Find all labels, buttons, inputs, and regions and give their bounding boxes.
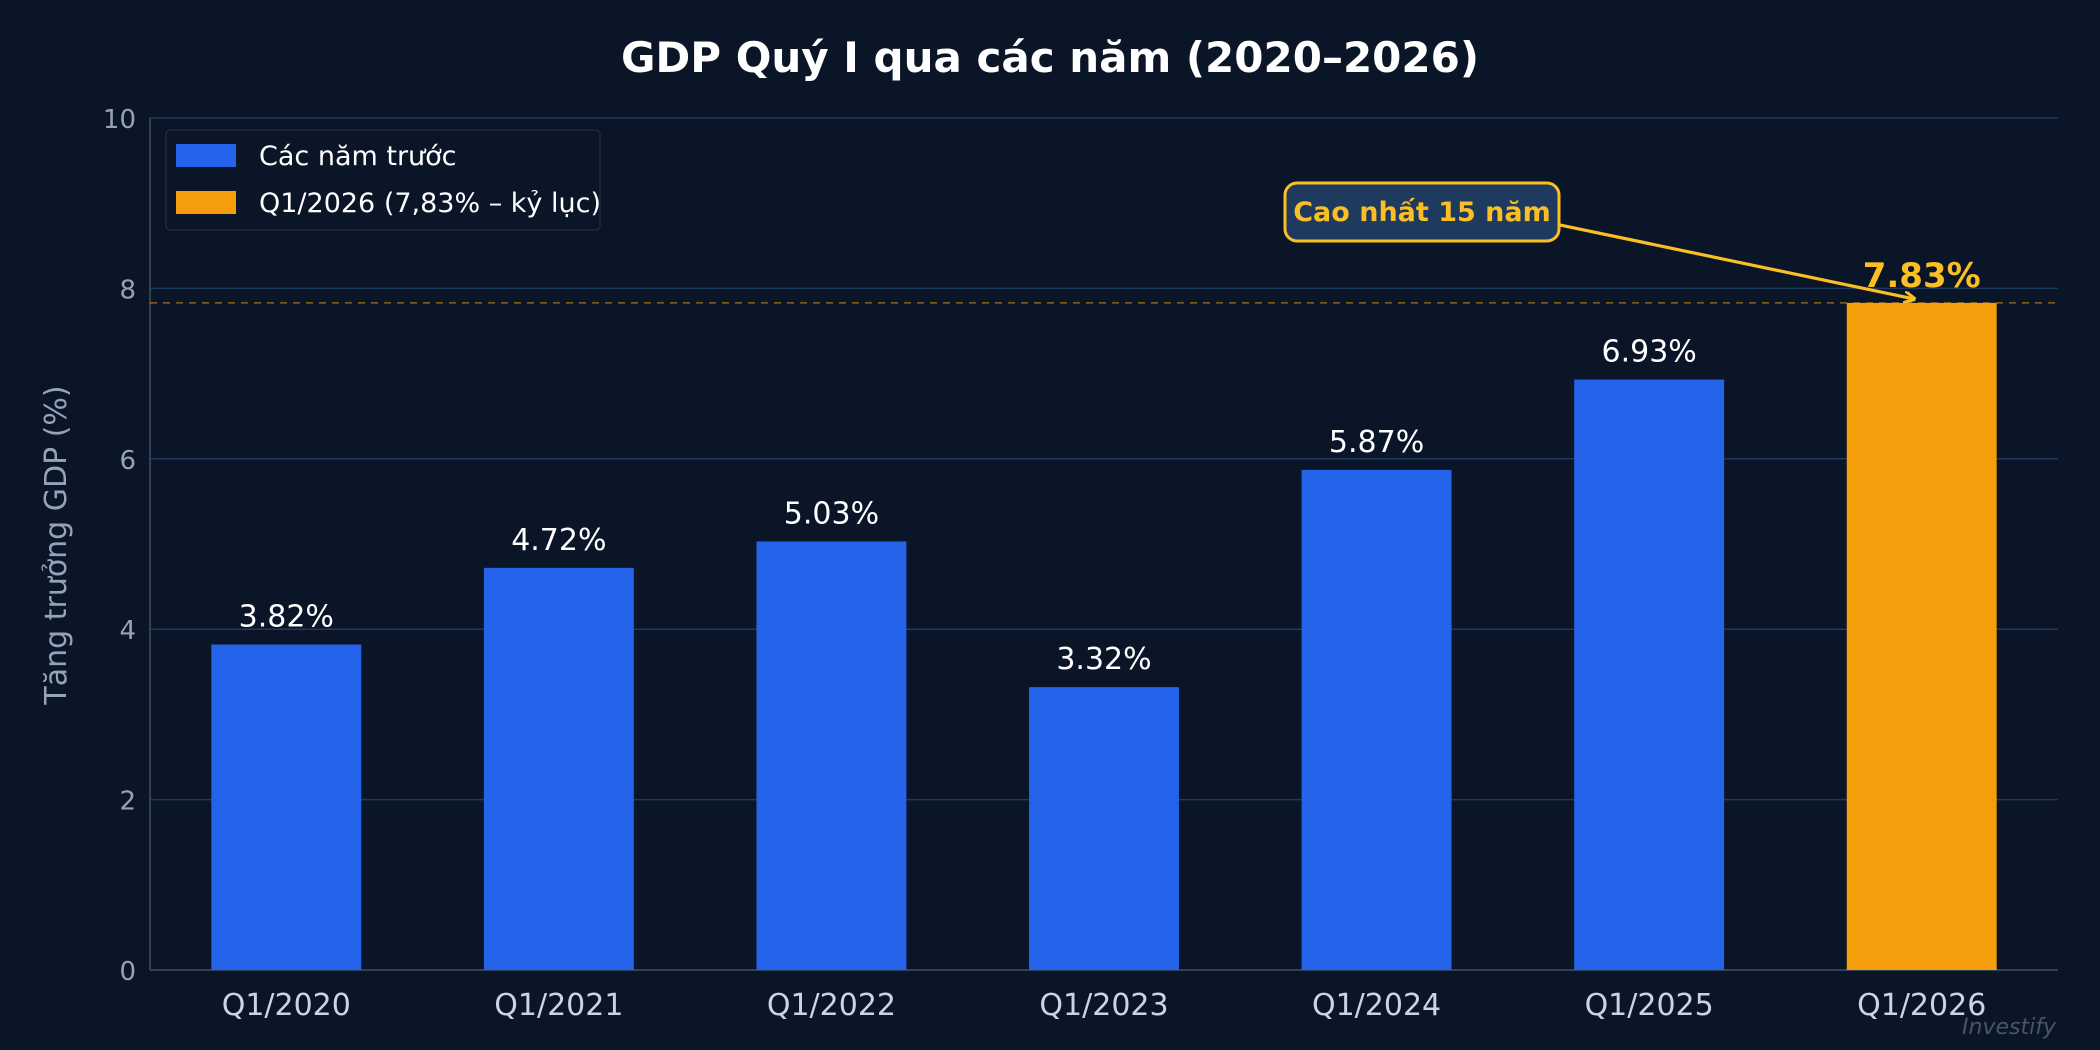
chart-title: GDP Quý I qua các năm (2020–2026): [621, 33, 1479, 82]
x-tick-label: Q1/2022: [767, 988, 896, 1023]
legend-swatch: [176, 191, 236, 214]
data-labels-group: 3.82% 4.72% 5.03% 3.32% 5.87% 6.93% 7.83%: [239, 256, 1981, 677]
legend-label: Các năm trước: [259, 141, 457, 172]
legend-swatch: [176, 144, 236, 167]
y-tick-labels: 0 2 4 6 8 10: [103, 105, 136, 987]
y-tick-label: 8: [119, 275, 136, 305]
bar: [756, 541, 907, 970]
data-label: 3.82%: [239, 600, 334, 635]
x-tick-label: Q1/2020: [222, 988, 351, 1023]
data-label: 7.83%: [1863, 256, 1981, 296]
x-tick-label: Q1/2021: [494, 988, 623, 1023]
x-tick-label: Q1/2026: [1857, 988, 1986, 1023]
annotation-box: [1283, 181, 1561, 243]
x-tick-label: Q1/2023: [1039, 988, 1168, 1023]
y-tick-label: 6: [119, 446, 136, 476]
bar: [211, 644, 362, 970]
y-tick-label: 2: [119, 787, 136, 817]
bar: [1301, 469, 1452, 970]
bar: [483, 567, 634, 970]
legend: Các năm trước Q1/2026 (7,83% – kỷ lục): [165, 129, 601, 231]
annotation-group: Cao nhất 15 năm: [1283, 181, 1914, 299]
bar-highlight: [1846, 302, 1997, 970]
annotation-arrow: [1558, 223, 1914, 299]
y-tick-label: 10: [103, 105, 136, 135]
x-tick-label: Q1/2025: [1585, 988, 1714, 1023]
legend-label: Q1/2026 (7,83% – kỷ lục): [259, 188, 601, 219]
legend-box: [165, 129, 601, 231]
data-label: 5.87%: [1329, 425, 1424, 460]
annotation-text: Cao nhất 15 năm: [1293, 197, 1551, 228]
data-label: 4.72%: [511, 523, 606, 558]
bars-group: [211, 302, 1997, 971]
data-label: 3.32%: [1056, 642, 1151, 677]
y-tick-label: 0: [119, 957, 136, 987]
y-tick-label: 4: [119, 616, 136, 646]
bar: [1574, 379, 1725, 971]
bar: [1029, 687, 1179, 970]
data-label: 6.93%: [1601, 335, 1696, 370]
data-label: 5.03%: [784, 496, 879, 531]
watermark: Investify: [1962, 1015, 2057, 1040]
x-tick-label: Q1/2024: [1312, 988, 1441, 1023]
x-tick-labels: Q1/2020 Q1/2021 Q1/2022 Q1/2023 Q1/2024 Q1/20…: [222, 988, 1987, 1023]
y-axis-label: Tăng trưởng GDP (%): [39, 385, 74, 705]
